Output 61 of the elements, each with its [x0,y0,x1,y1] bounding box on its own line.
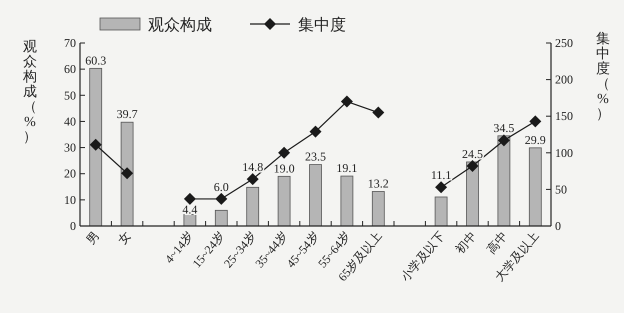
x-tick-label: 高中 [484,228,510,256]
data-label: 29.9 [524,132,546,147]
y-tick-label: 70 [64,36,76,50]
bar [340,176,354,226]
point [372,106,384,119]
point [466,160,478,172]
y2-tick-label: 200 [555,72,573,87]
y2-tick-label: 150 [555,109,573,124]
bar [528,147,542,226]
data-label: 14.8 [242,160,264,174]
bar [89,68,102,226]
point [498,134,510,146]
data-label: 11.1 [430,168,452,182]
data-label: 19.1 [336,161,358,176]
data-label: 39.7 [116,107,138,122]
y2-tick-label: 0 [555,219,561,233]
x-tick-label: 男 [84,228,102,248]
point [90,138,102,151]
bar [309,164,322,226]
y2-tick-label: 250 [555,36,573,50]
point [435,181,448,194]
data-label: 24.5 [462,146,483,161]
data-label: 23.5 [305,150,326,164]
bar [120,122,134,226]
y-axis-title: 观众构成（%） [22,39,37,145]
legend-label: 集中度 [298,16,346,34]
y-tick-label: 50 [64,88,76,102]
y-tick-label: 20 [64,166,76,181]
point [310,126,322,138]
bar [214,210,228,226]
x-tick-label: 初中 [452,228,479,256]
data-label: 6.0 [214,180,229,194]
y2-tick-label: 100 [555,146,573,160]
point [215,192,228,205]
y-tick-label: 10 [64,192,76,207]
y-tick-label: 0 [70,219,76,233]
y-tick-label: 30 [64,140,76,155]
bar [246,186,260,226]
data-label: 34.5 [493,120,514,135]
data-label: 19.0 [274,161,295,176]
x-tick-label: 女 [114,228,134,248]
bar [498,135,510,226]
y2-tick-label: 50 [555,182,567,196]
point [529,115,542,128]
y-tick-label: 60 [64,62,76,76]
x-tick-label: 小学及以下 [398,228,448,284]
bar [434,196,448,226]
point [340,96,353,108]
bar [466,162,479,226]
legend-label: 观众构成 [148,16,212,34]
point [246,173,259,186]
bar [278,176,290,226]
y2-axis-title: 集中度（%） [596,31,610,122]
point [121,167,134,180]
bar [372,191,385,226]
data-label: 60.3 [85,53,106,68]
data-label: 13.2 [368,176,389,190]
data-label: 4.4 [182,202,198,216]
y-tick-label: 40 [64,114,76,128]
point [184,192,196,205]
point [278,146,290,159]
